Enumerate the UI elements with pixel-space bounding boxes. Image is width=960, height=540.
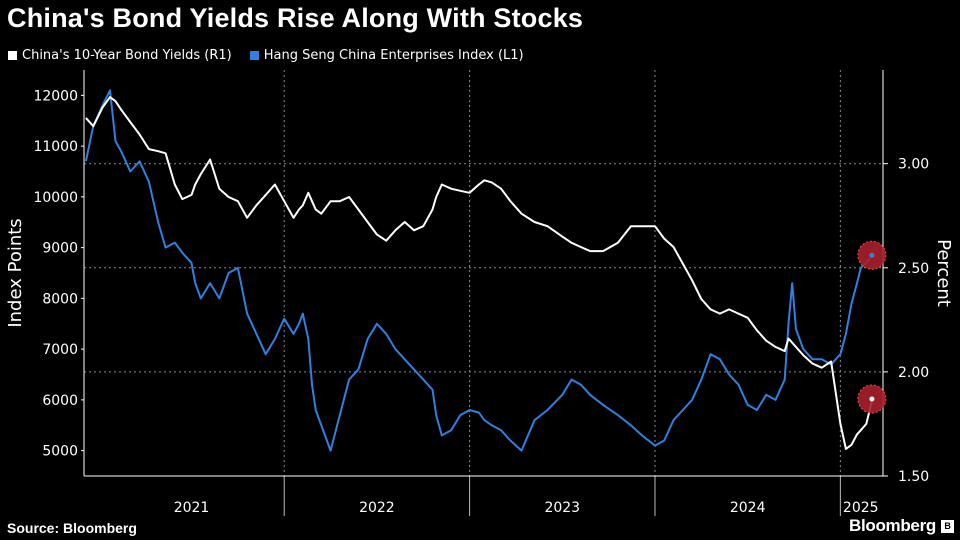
series-lines [84,89,873,452]
x-tick-label: 2023 [544,500,580,516]
brand-name: Bloomberg [848,516,936,535]
left-axis-title: Index Points [5,218,26,327]
legend-swatch-bond-yields [8,51,17,60]
legend-label-hscei: Hang Seng China Enterprises Index (L1) [263,48,524,63]
right-tick-label: 1.50 [898,469,929,485]
right-tick-label: 2.50 [898,261,929,277]
x-tick-label: 2025 [843,500,879,516]
hscei-line [84,89,873,452]
endpoint-dot [869,252,875,258]
left-tick-label: 9000 [42,241,78,257]
left-tick-label: 5000 [42,444,78,460]
axes: 1.50 2.00 2.50 3.00 5000 6000 7000 8000 9000 1000… [5,70,954,516]
left-tick-label: 8000 [42,291,78,307]
right-tick-label: 2.00 [898,365,929,381]
bloomberg-logo: Bloomberg B [849,516,954,536]
left-tick-label: 6000 [42,393,78,409]
right-axis-title: Percent [933,239,954,307]
x-tick-label: 2022 [359,500,395,516]
gridlines [84,70,883,477]
legend-swatch-hscei [249,51,259,60]
source-note: Source: Bloomberg [7,520,137,536]
markers [857,240,887,414]
legend-item-hscei: Hang Seng China Enterprises Index (L1) [249,48,524,63]
bond-yield-line [85,96,873,450]
chart-title: China's Bond Yields Rise Along With Stoc… [7,3,584,33]
legend-item-bond-yields: China's 10-Year Bond Yields (R1) [8,48,232,63]
legend: China's 10-Year Bond Yields (R1) Hang Se… [8,48,524,63]
x-tick-label: 2021 [174,500,210,516]
endpoint-dot [869,396,875,402]
left-tick-label: 12000 [33,88,78,104]
x-tick-label: 2024 [730,500,766,516]
left-tick-label: 7000 [42,342,78,358]
brand-mark-icon: B [941,519,954,533]
left-tick-label: 11000 [33,139,78,155]
right-tick-label: 3.00 [898,157,929,173]
left-tick-label: 10000 [33,190,78,206]
legend-label-bond-yields: China's 10-Year Bond Yields (R1) [22,48,232,63]
